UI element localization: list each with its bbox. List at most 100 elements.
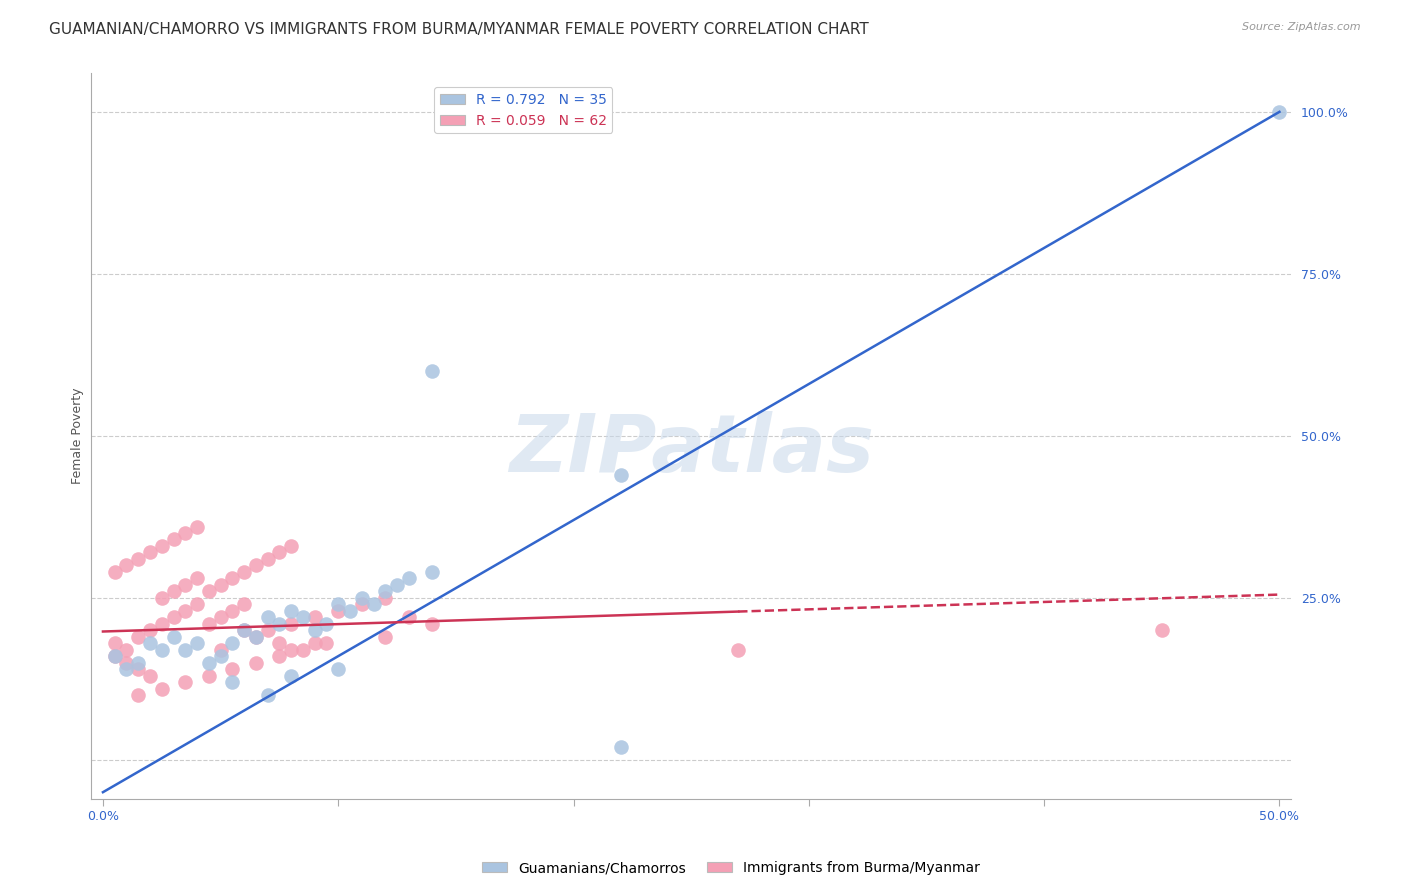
Point — [280, 539, 302, 553]
Point — [115, 662, 138, 676]
Point — [304, 624, 326, 638]
Point — [162, 630, 184, 644]
Point — [233, 565, 256, 579]
Point — [209, 642, 232, 657]
Point — [291, 642, 314, 657]
Point — [198, 584, 221, 599]
Point — [280, 668, 302, 682]
Point — [422, 565, 444, 579]
Text: Source: ZipAtlas.com: Source: ZipAtlas.com — [1243, 22, 1361, 32]
Point — [328, 597, 350, 611]
Point — [609, 739, 631, 754]
Point — [221, 662, 243, 676]
Point — [350, 591, 373, 605]
Point — [209, 578, 232, 592]
Point — [115, 642, 138, 657]
Point — [162, 610, 184, 624]
Point — [115, 656, 138, 670]
Point — [186, 597, 208, 611]
Point — [198, 616, 221, 631]
Point — [727, 642, 749, 657]
Point — [186, 636, 208, 650]
Point — [150, 642, 173, 657]
Point — [233, 624, 256, 638]
Point — [339, 604, 361, 618]
Point — [198, 668, 221, 682]
Point — [304, 610, 326, 624]
Point — [245, 558, 267, 573]
Point — [127, 688, 149, 702]
Point — [256, 552, 278, 566]
Point — [174, 526, 197, 541]
Point — [186, 571, 208, 585]
Point — [269, 616, 291, 631]
Point — [1150, 624, 1173, 638]
Point — [174, 604, 197, 618]
Point — [374, 591, 396, 605]
Point — [198, 656, 221, 670]
Point — [174, 578, 197, 592]
Point — [174, 642, 197, 657]
Point — [245, 630, 267, 644]
Point — [422, 616, 444, 631]
Point — [245, 656, 267, 670]
Point — [385, 578, 408, 592]
Point — [127, 630, 149, 644]
Point — [256, 688, 278, 702]
Point — [127, 662, 149, 676]
Point — [104, 636, 127, 650]
Legend: Guamanians/Chamorros, Immigrants from Burma/Myanmar: Guamanians/Chamorros, Immigrants from Bu… — [477, 855, 986, 880]
Point — [150, 616, 173, 631]
Point — [221, 604, 243, 618]
Point — [269, 649, 291, 664]
Point — [233, 597, 256, 611]
Point — [291, 610, 314, 624]
Text: ZIPatlas: ZIPatlas — [509, 411, 873, 490]
Point — [139, 636, 162, 650]
Point — [269, 545, 291, 559]
Point — [245, 630, 267, 644]
Point — [139, 624, 162, 638]
Point — [127, 552, 149, 566]
Point — [186, 519, 208, 533]
Point — [398, 610, 420, 624]
Point — [104, 649, 127, 664]
Point — [328, 604, 350, 618]
Point — [233, 624, 256, 638]
Point — [609, 467, 631, 482]
Point — [174, 675, 197, 690]
Point — [115, 558, 138, 573]
Point — [398, 571, 420, 585]
Point — [315, 636, 337, 650]
Point — [139, 545, 162, 559]
Y-axis label: Female Poverty: Female Poverty — [72, 388, 84, 484]
Point — [328, 662, 350, 676]
Text: GUAMANIAN/CHAMORRO VS IMMIGRANTS FROM BURMA/MYANMAR FEMALE POVERTY CORRELATION C: GUAMANIAN/CHAMORRO VS IMMIGRANTS FROM BU… — [49, 22, 869, 37]
Point — [350, 597, 373, 611]
Point — [162, 533, 184, 547]
Point — [150, 539, 173, 553]
Point — [304, 636, 326, 650]
Point — [150, 681, 173, 696]
Point — [150, 591, 173, 605]
Point — [422, 364, 444, 378]
Point — [162, 584, 184, 599]
Point — [1268, 104, 1291, 119]
Point — [221, 675, 243, 690]
Point — [315, 616, 337, 631]
Point — [127, 656, 149, 670]
Point — [280, 642, 302, 657]
Point — [280, 616, 302, 631]
Point — [221, 571, 243, 585]
Point — [374, 584, 396, 599]
Point — [256, 610, 278, 624]
Point — [209, 610, 232, 624]
Point — [363, 597, 385, 611]
Point — [209, 649, 232, 664]
Point — [221, 636, 243, 650]
Point — [139, 668, 162, 682]
Point — [280, 604, 302, 618]
Point — [374, 630, 396, 644]
Point — [269, 636, 291, 650]
Point — [256, 624, 278, 638]
